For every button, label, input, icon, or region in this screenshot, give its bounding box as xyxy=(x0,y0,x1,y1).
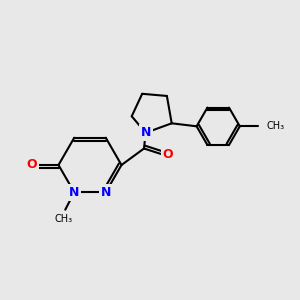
Text: O: O xyxy=(163,148,173,161)
Text: N: N xyxy=(69,186,80,199)
Text: O: O xyxy=(27,158,38,172)
Text: N: N xyxy=(100,186,111,199)
Text: CH₃: CH₃ xyxy=(55,214,73,224)
Text: N: N xyxy=(140,126,151,139)
Text: CH₃: CH₃ xyxy=(266,121,284,131)
